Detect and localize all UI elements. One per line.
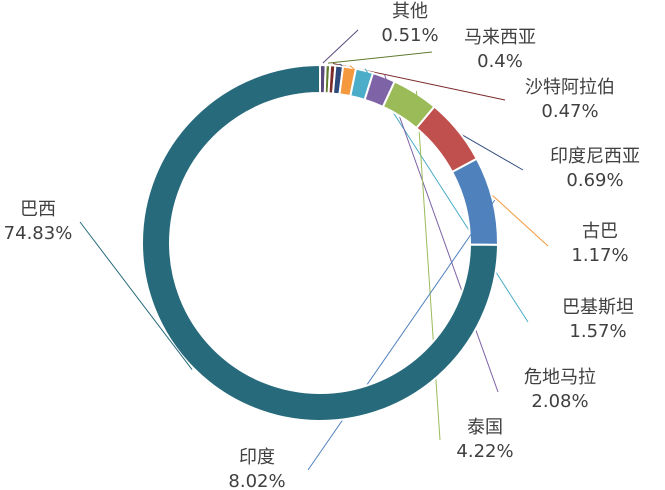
value-label: 0.47% <box>541 101 598 122</box>
category-label: 沙特阿拉伯 <box>525 77 615 98</box>
leader-line <box>322 29 359 64</box>
value-label: 0.4% <box>477 51 523 72</box>
value-label: 0.69% <box>566 170 623 191</box>
value-label: 1.17% <box>571 245 628 266</box>
category-label: 巴西 <box>20 199 56 220</box>
value-label: 4.22% <box>456 441 513 462</box>
category-label: 危地马拉 <box>524 367 596 388</box>
value-label: 2.08% <box>531 391 588 412</box>
leader-line <box>79 221 193 370</box>
value-label: 0.51% <box>381 25 438 46</box>
category-label: 泰国 <box>467 417 503 438</box>
leader-line <box>384 74 499 393</box>
leader-line <box>415 90 441 441</box>
category-label: 古巴 <box>582 221 618 242</box>
category-label: 巴基斯坦 <box>562 297 634 318</box>
value-label: 74.83% <box>4 223 73 244</box>
leader-line <box>327 51 433 64</box>
leader-line <box>307 199 496 471</box>
donut-segment <box>141 63 500 422</box>
category-label: 马来西亚 <box>464 27 536 48</box>
category-label: 印度尼西亚 <box>550 146 640 167</box>
donut-segment <box>450 157 499 246</box>
value-label: 8.02% <box>228 471 285 490</box>
category-label: 印度 <box>239 447 275 468</box>
value-label: 1.57% <box>569 321 626 342</box>
category-label: 其他 <box>392 1 428 22</box>
